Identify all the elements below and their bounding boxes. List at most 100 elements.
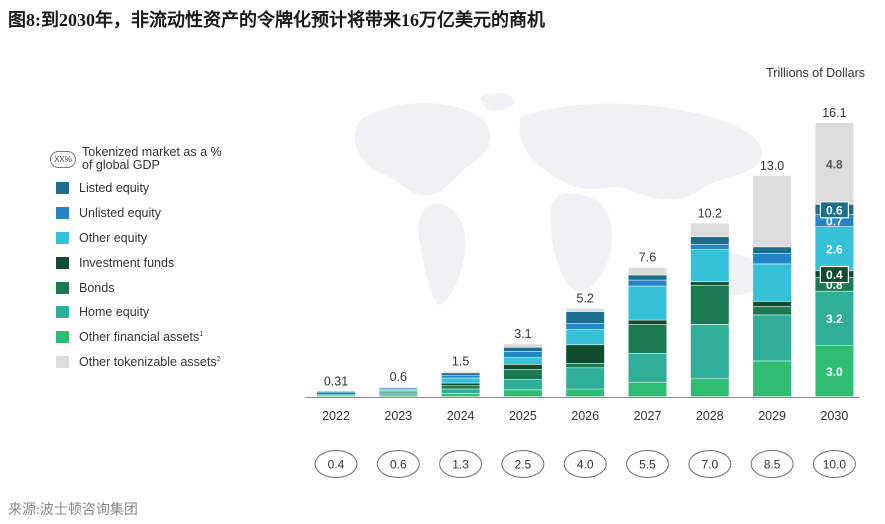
- bar-segment: [753, 175, 792, 247]
- legend-swatch: [56, 182, 69, 195]
- legend-label: Other equity: [79, 230, 148, 245]
- bar-total-label: 0.31: [324, 375, 348, 389]
- bar-segment: [815, 291, 854, 346]
- bar-segment: [815, 226, 854, 271]
- bar-segment: [566, 389, 605, 397]
- bar-segment: [628, 280, 667, 286]
- gdp-percent-oval: [439, 450, 483, 478]
- gdp-percent-oval: [376, 450, 420, 478]
- legend-item: Listed equity: [50, 176, 270, 201]
- bar-segment: [753, 306, 792, 315]
- bar-segment: [690, 282, 729, 285]
- gdp-percent-oval: [626, 450, 669, 478]
- gdp-oval-icon: XX%: [50, 151, 76, 168]
- segment-label-bg: [819, 201, 850, 219]
- bar-segment: [690, 223, 729, 237]
- bar-total-label: 0.6: [390, 370, 407, 384]
- legend-items: Listed equity Unlisted equity Other equity…: [50, 176, 270, 374]
- segment-value-label: 4.8: [826, 157, 843, 171]
- x-tick-label: 2023: [384, 409, 412, 423]
- legend-label: Other tokenizable assets2: [79, 354, 221, 369]
- x-tick-label: 2022: [322, 409, 350, 423]
- bar-segment: [753, 315, 792, 361]
- x-tick-label: 2024: [447, 409, 475, 423]
- gdp-percent-label: 10.0: [823, 458, 847, 472]
- bar-total-label: 13.0: [760, 159, 784, 173]
- gdp-percent-oval: [750, 450, 794, 478]
- bar-segment: [503, 380, 542, 390]
- bar-segment: [441, 393, 480, 397]
- unit-label: Trillions of Dollars: [766, 66, 865, 80]
- bar-segment: [815, 214, 854, 227]
- labels-group: 0.31 2022 0.4 0.6 2023 0.6 1.5 2024 1.3 3.1 2025 2.…: [314, 106, 856, 478]
- bar-segment: [566, 345, 605, 364]
- gdp-percent-label: 1.3: [452, 458, 469, 472]
- bar-segment: [379, 395, 418, 397]
- gdp-percent-oval: [501, 450, 545, 478]
- bar-segment: [441, 371, 480, 373]
- bar-segment: [503, 390, 542, 397]
- legend-label: Home equity: [79, 305, 150, 320]
- bar-segment: [753, 264, 792, 302]
- x-tick-label: 2025: [509, 409, 537, 423]
- bar-segment: [628, 286, 667, 320]
- bar-total-label: 10.2: [698, 206, 722, 220]
- bar-total-label: 1.5: [452, 355, 469, 369]
- bar-segment: [815, 345, 854, 397]
- bar-total-label: 7.6: [639, 251, 656, 265]
- x-tick-label: 2030: [820, 409, 848, 423]
- gdp-percent-label: 2.5: [515, 458, 532, 472]
- x-tick-label: 2028: [696, 409, 724, 423]
- bar-total-label: 5.2: [577, 292, 594, 306]
- x-tick-label: 2027: [634, 409, 662, 423]
- bar-segment: [690, 237, 729, 245]
- legend-swatch: [56, 306, 69, 319]
- legend-label: Listed equity: [79, 181, 150, 196]
- bar-segment: [815, 123, 854, 205]
- segment-value-label: 2.6: [826, 242, 843, 256]
- segment-value-label: 0.4: [826, 268, 843, 282]
- legend-swatch: [56, 331, 69, 344]
- bar-segment: [690, 285, 729, 324]
- x-tick-label: 2029: [758, 409, 786, 423]
- world-map-watermark: [354, 93, 766, 305]
- bar-segment: [503, 344, 542, 347]
- bar-segment: [503, 369, 542, 380]
- bar-segment: [566, 308, 605, 312]
- legend-swatch: [56, 355, 69, 368]
- bar-segment: [566, 368, 605, 389]
- bar-segment: [566, 363, 605, 368]
- gdp-percent-label: 5.5: [639, 458, 656, 472]
- bar-segment: [628, 382, 667, 397]
- legend-item: Home equity: [50, 300, 270, 325]
- bar-segment: [628, 267, 667, 275]
- bar-segment: [753, 301, 792, 307]
- bar-segment: [690, 249, 729, 282]
- legend-label: Investment funds: [79, 255, 175, 270]
- bar-segment: [753, 361, 792, 397]
- segment-value-label: 3.2: [826, 312, 843, 326]
- legend-gdp-line1: Tokenized market as a %: [82, 145, 222, 159]
- gdp-percent-oval: [688, 450, 732, 478]
- legend-label: Other financial assets1: [79, 330, 204, 345]
- bar-segment: [628, 324, 667, 353]
- bar-segment: [317, 395, 355, 397]
- legend-label: Bonds: [79, 280, 115, 295]
- legend-footnote-marker: 1: [199, 331, 204, 339]
- segment-value-label: 0.6: [826, 203, 843, 217]
- bar-segment: [628, 275, 667, 280]
- bar-segment: [441, 389, 480, 393]
- bar-segment: [441, 373, 480, 376]
- bar-segment: [503, 364, 542, 370]
- legend-gdp-line2: of global GDP: [82, 158, 160, 172]
- gdp-percent-oval: [812, 450, 856, 478]
- bar-segment: [503, 357, 542, 365]
- legend-swatch: [56, 207, 69, 220]
- bars-group: [317, 123, 854, 397]
- bar-total-label: 16.1: [822, 106, 846, 120]
- legend-gdp-label: Tokenized market as a % of global GDP: [82, 146, 222, 172]
- legend-label: Unlisted equity: [79, 206, 161, 221]
- source-note: 来源:波士顿咨询集团: [8, 503, 138, 518]
- legend-item: Other tokenizable assets2: [50, 350, 270, 375]
